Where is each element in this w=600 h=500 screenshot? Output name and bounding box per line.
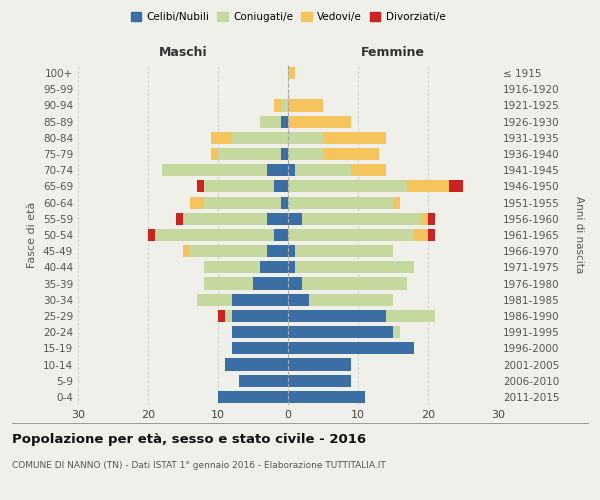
Bar [309, 294, 393, 306]
Bar [288, 278, 302, 289]
Bar [288, 229, 414, 241]
Bar [281, 196, 288, 208]
Bar [148, 229, 155, 241]
Bar [274, 100, 281, 112]
Bar [218, 148, 281, 160]
Bar [323, 148, 379, 160]
Bar [288, 148, 323, 160]
Bar [288, 212, 302, 225]
Bar [190, 196, 204, 208]
Bar [351, 164, 386, 176]
Bar [288, 294, 309, 306]
Bar [281, 100, 288, 112]
Bar [407, 180, 449, 192]
Bar [260, 262, 288, 274]
Bar [211, 132, 232, 144]
Bar [393, 196, 400, 208]
Bar [274, 180, 288, 192]
Bar [288, 358, 351, 370]
Text: Femmine: Femmine [361, 46, 425, 59]
Text: Anni di nascita: Anni di nascita [574, 196, 584, 274]
Bar [267, 164, 288, 176]
Bar [393, 326, 400, 338]
Bar [197, 180, 204, 192]
Bar [253, 278, 288, 289]
Bar [190, 245, 267, 258]
Bar [267, 212, 288, 225]
Bar [225, 358, 288, 370]
Bar [232, 326, 288, 338]
Bar [162, 164, 267, 176]
Bar [176, 212, 183, 225]
Bar [288, 132, 323, 144]
Bar [267, 245, 288, 258]
Bar [218, 391, 288, 403]
Bar [260, 116, 281, 128]
Bar [274, 229, 288, 241]
Y-axis label: Fasce di età: Fasce di età [28, 202, 37, 268]
Bar [414, 229, 428, 241]
Bar [288, 310, 386, 322]
Bar [197, 294, 232, 306]
Bar [239, 374, 288, 387]
Bar [288, 245, 295, 258]
Bar [421, 212, 428, 225]
Bar [204, 180, 274, 192]
Bar [218, 310, 225, 322]
Bar [281, 116, 288, 128]
Bar [295, 262, 414, 274]
Bar [232, 310, 288, 322]
Bar [211, 148, 218, 160]
Bar [288, 326, 393, 338]
Bar [204, 278, 253, 289]
Bar [288, 196, 393, 208]
Bar [288, 374, 351, 387]
Bar [281, 148, 288, 160]
Bar [428, 229, 435, 241]
Text: Maschi: Maschi [158, 46, 208, 59]
Bar [183, 212, 267, 225]
Bar [288, 67, 295, 79]
Bar [295, 164, 351, 176]
Bar [288, 116, 351, 128]
Bar [232, 342, 288, 354]
Text: Popolazione per età, sesso e stato civile - 2016: Popolazione per età, sesso e stato civil… [12, 432, 366, 446]
Bar [288, 391, 365, 403]
Bar [323, 132, 386, 144]
Bar [449, 180, 463, 192]
Bar [183, 245, 190, 258]
Bar [232, 294, 288, 306]
Bar [288, 342, 414, 354]
Bar [155, 229, 274, 241]
Bar [288, 164, 295, 176]
Bar [302, 212, 421, 225]
Legend: Celibi/Nubili, Coniugati/e, Vedovi/e, Divorziati/e: Celibi/Nubili, Coniugati/e, Vedovi/e, Di… [127, 8, 449, 26]
Bar [204, 196, 281, 208]
Bar [225, 310, 232, 322]
Bar [295, 245, 393, 258]
Bar [302, 278, 407, 289]
Bar [232, 132, 288, 144]
Bar [204, 262, 260, 274]
Bar [386, 310, 435, 322]
Bar [288, 262, 295, 274]
Text: COMUNE DI NANNO (TN) - Dati ISTAT 1° gennaio 2016 - Elaborazione TUTTITALIA.IT: COMUNE DI NANNO (TN) - Dati ISTAT 1° gen… [12, 460, 386, 469]
Bar [288, 100, 323, 112]
Bar [428, 212, 435, 225]
Bar [288, 180, 407, 192]
